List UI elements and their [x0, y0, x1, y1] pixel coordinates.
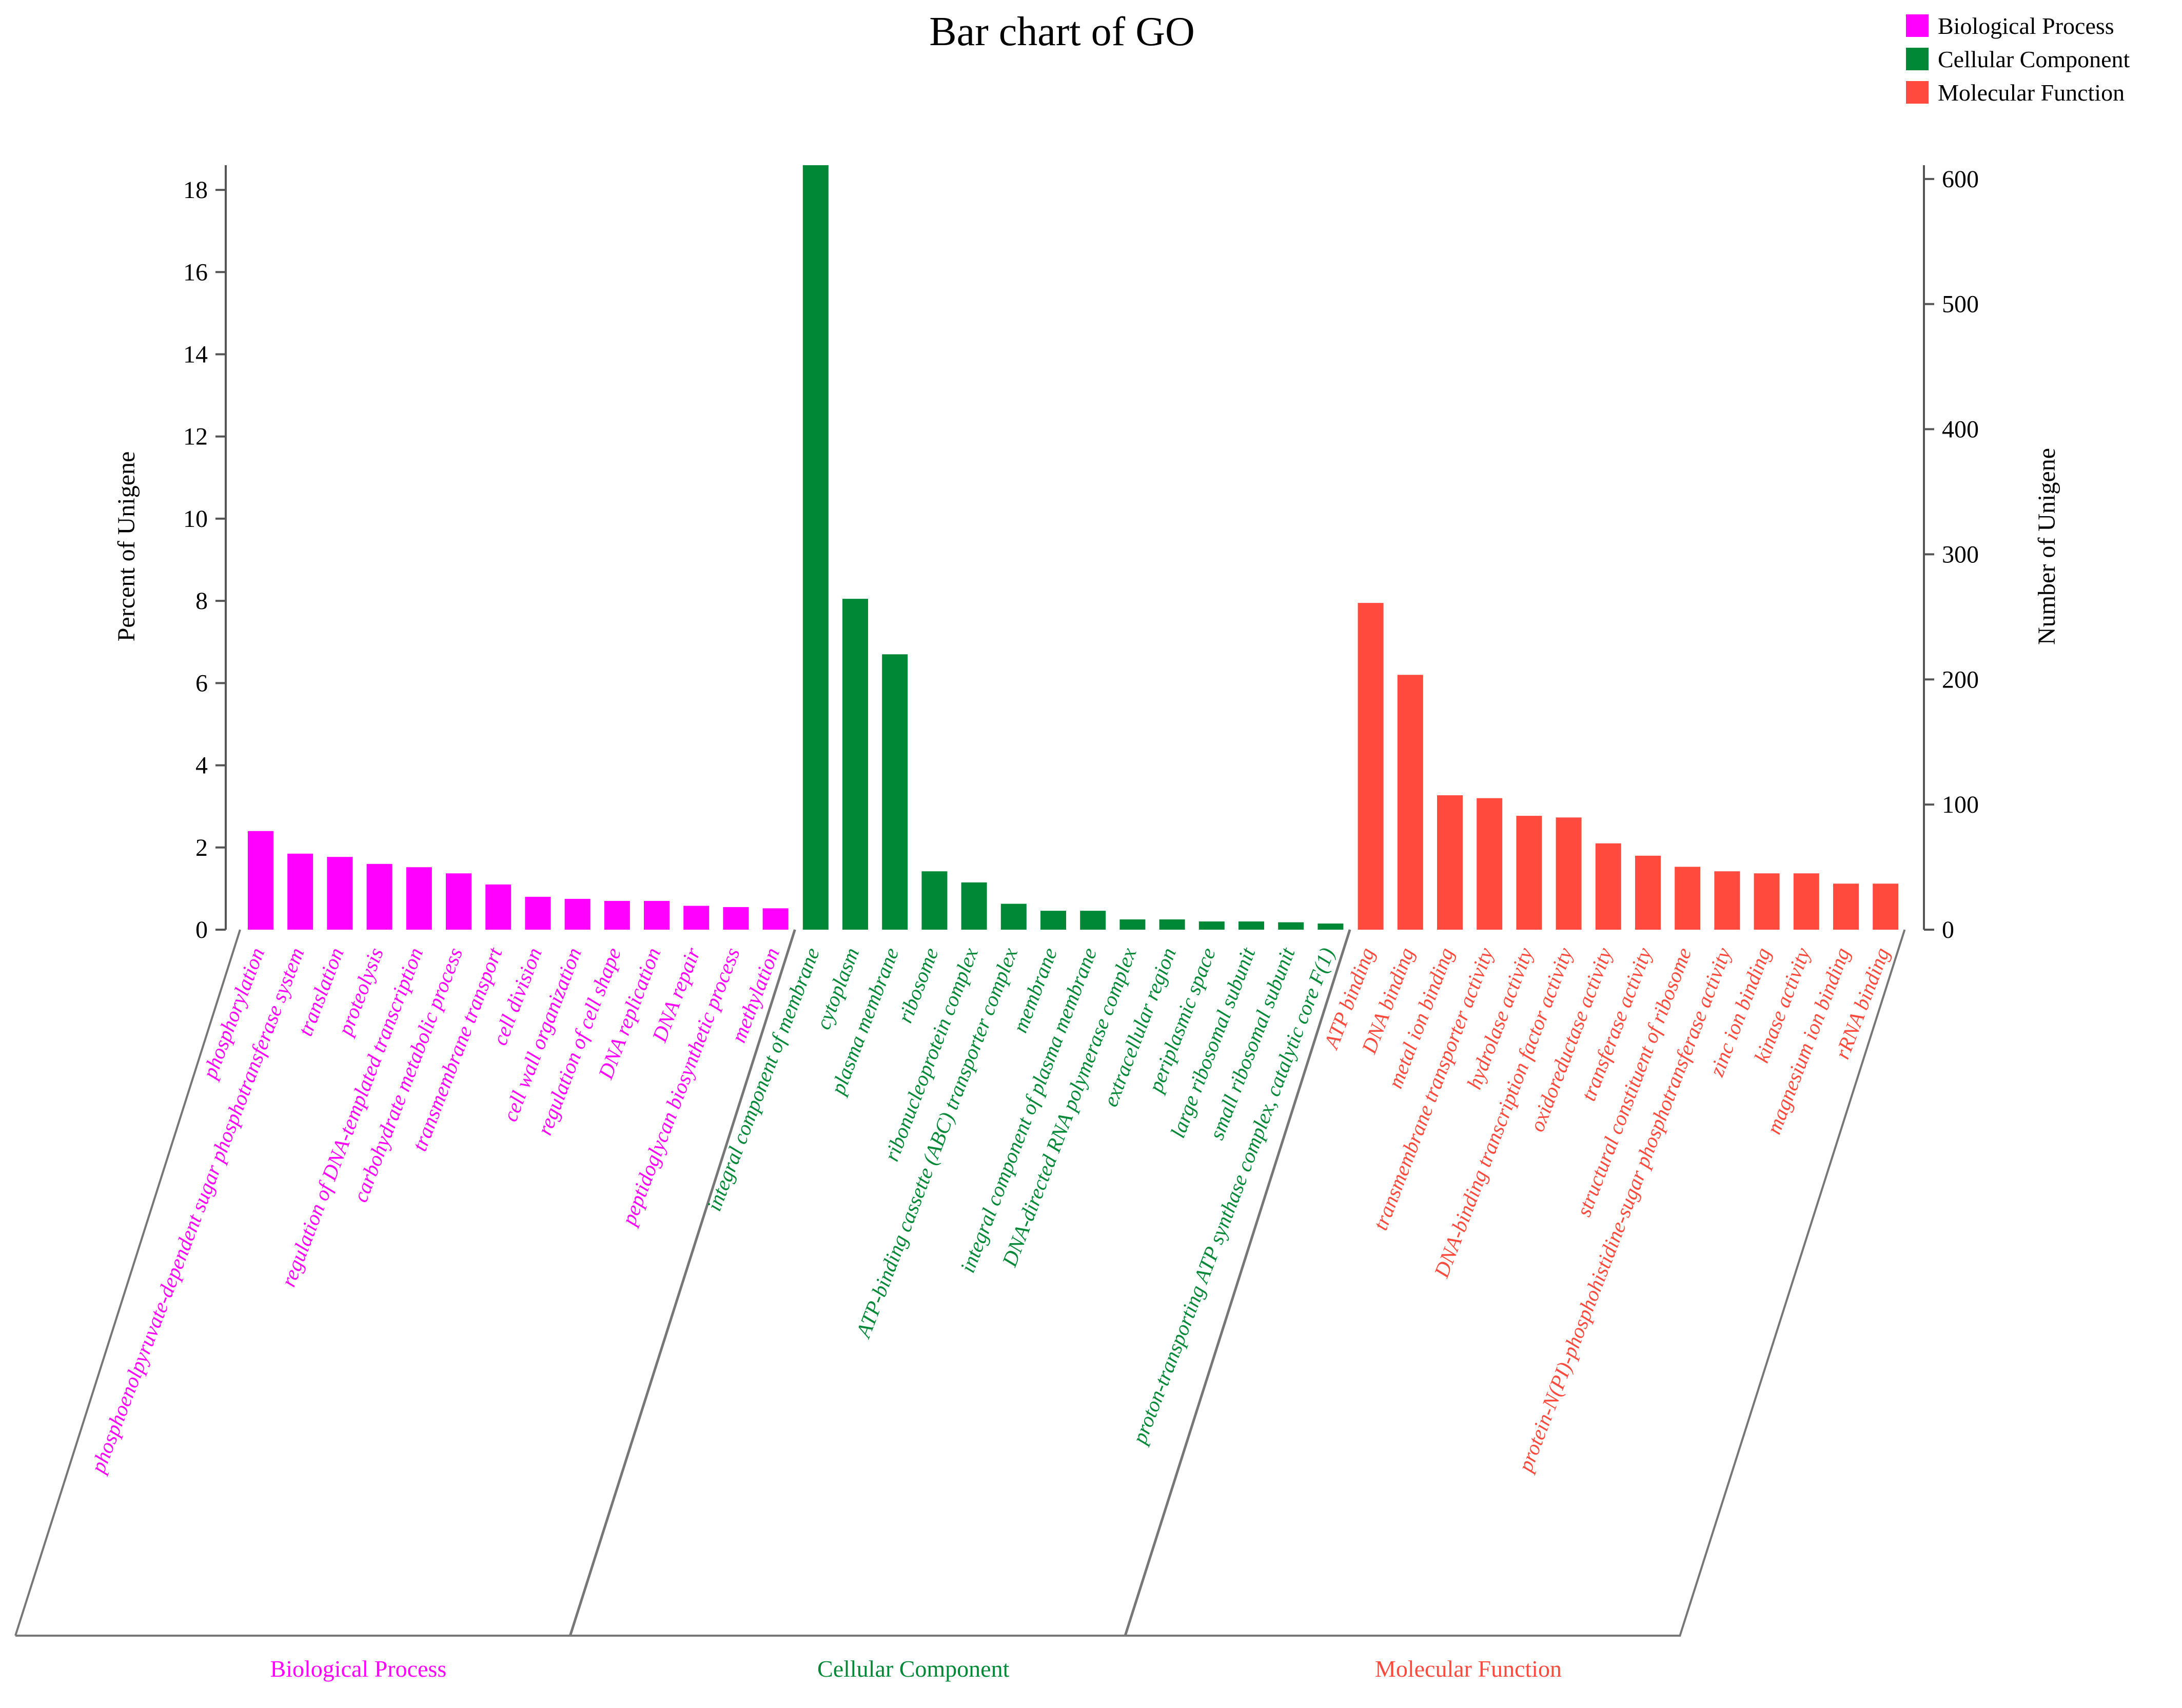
left-y-ticks: 0 2 4 6 8 10 12 14 16 18 [183, 176, 226, 944]
category-label-phosphoenolpyruvate-dependent-sugar-phosphotransferase-system: phosphoenolpyruvate-dependent sugar phos… [85, 945, 308, 1478]
bar-dna-binding [1397, 675, 1423, 930]
bar-integral-component-of-membrane [802, 165, 829, 930]
bar-cytoplasm [842, 599, 868, 930]
bar-atp-binding [1358, 603, 1384, 930]
bar-transmembrane-transport [485, 884, 512, 930]
bar-ribosome [921, 871, 948, 930]
bar-cell-wall-organization [564, 898, 591, 930]
group-label-cellular-component: Cellular Component [817, 1656, 1010, 1682]
group-label-frames [14, 929, 1906, 1637]
bar-magnesium-ion-binding [1833, 884, 1859, 930]
bar-structural-constituent-of-ribosome [1675, 867, 1701, 930]
legend-label-biological-process: Biological Process [1938, 13, 2114, 39]
group-label-biological-process: Biological Process [270, 1656, 447, 1682]
left-tick-label: 4 [195, 752, 208, 779]
bar-kinase-activity [1793, 873, 1819, 930]
bar-oxidoreductase-activity [1595, 843, 1621, 930]
right-tick-label: 600 [1942, 166, 1979, 193]
category-labels: phosphorylationphosphoenolpyruvate-depen… [85, 944, 1894, 1477]
bar-ribonucleoprotein-complex [961, 882, 987, 930]
left-tick-label: 10 [183, 505, 208, 533]
legend-swatch-cellular-component [1906, 48, 1929, 70]
bars [248, 165, 1899, 930]
group-labels: Biological Process Cellular Component Mole… [270, 1656, 1562, 1682]
bar-dna-repair [683, 906, 710, 930]
left-tick-label: 0 [195, 916, 208, 944]
bar-phosphoenolpyruvate-dependent-sugar-phosphotransferase-system [287, 853, 313, 930]
bar-carbohydrate-metabolic-process [446, 873, 471, 930]
bar-peptidoglycan-biosynthetic-process [723, 907, 749, 930]
legend-label-cellular-component: Cellular Component [1938, 46, 2130, 72]
left-tick-label: 18 [183, 176, 208, 204]
right-y-axis-title: Number of Unigene [2033, 448, 2060, 645]
bar-transferase-activity [1635, 855, 1661, 930]
bar-atp-binding-cassette-abc-transporter-complex [1000, 904, 1027, 930]
legend: Biological Process Cellular Component Mole… [1906, 13, 2130, 106]
left-tick-label: 2 [195, 834, 208, 861]
bar-large-ribosomal-subunit [1239, 921, 1264, 930]
left-tick-label: 6 [195, 670, 208, 697]
left-tick-label: 8 [195, 587, 208, 615]
right-y-ticks: 0 100 200 300 400 500 600 [1924, 166, 1979, 944]
bar-plasma-membrane [882, 654, 908, 930]
bar-zinc-ion-binding [1754, 873, 1780, 930]
left-y-axis-title: Percent of Unigene [113, 451, 140, 642]
chart-title: Bar chart of GO [929, 9, 1195, 54]
legend-swatch-molecular-function [1906, 81, 1929, 104]
bar-dna-directed-rna-polymerase-complex [1119, 919, 1146, 930]
right-tick-label: 200 [1942, 666, 1979, 693]
group-frame-molecular-function [1124, 929, 1906, 1637]
axes [225, 165, 1925, 930]
bar-regulation-of-cell-shape [604, 900, 630, 930]
legend-label-molecular-function: Molecular Function [1938, 80, 2125, 106]
bar-proteolysis [366, 863, 392, 930]
bar-extracellular-region [1159, 919, 1185, 930]
right-tick-label: 100 [1942, 791, 1979, 818]
bar-rrna-binding [1873, 884, 1899, 930]
right-tick-label: 0 [1942, 916, 1954, 944]
bar-transmembrane-transporter-activity [1477, 798, 1503, 930]
left-tick-label: 16 [183, 259, 208, 286]
bar-phosphorylation [248, 831, 273, 930]
bar-hydrolase-activity [1516, 816, 1542, 930]
bar-dna-replication [644, 900, 670, 930]
left-tick-label: 12 [183, 423, 208, 450]
bar-integral-component-of-plasma-membrane [1080, 911, 1106, 930]
right-tick-label: 400 [1942, 416, 1979, 443]
bar-translation [327, 857, 353, 930]
group-frame-biological-process [14, 929, 796, 1637]
right-tick-label: 500 [1942, 291, 1979, 318]
bar-cell-division [525, 896, 551, 930]
group-label-molecular-function: Molecular Function [1375, 1656, 1562, 1682]
bar-dna-binding-transcription-factor-activity [1556, 817, 1582, 930]
bar-proton-transporting-atp-synthase-complex-catalytic-core-f-1 [1318, 923, 1344, 930]
bar-regulation-of-dna-templated-transcription [406, 867, 432, 930]
legend-swatch-biological-process [1906, 14, 1929, 37]
left-tick-label: 14 [183, 341, 208, 368]
bar-small-ribosomal-subunit [1278, 922, 1304, 930]
bar-metal-ion-binding [1437, 795, 1463, 930]
bar-protein-n-pi-phosphohistidine-sugar-phosphotransferase-activity [1714, 871, 1740, 930]
bar-methylation [762, 908, 789, 930]
bar-periplasmic-space [1198, 921, 1225, 930]
bar-membrane [1040, 911, 1066, 930]
right-tick-label: 300 [1942, 541, 1979, 568]
